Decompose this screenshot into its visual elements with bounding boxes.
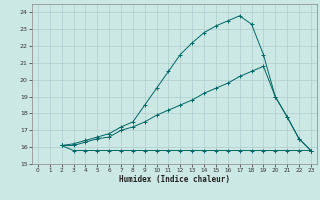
X-axis label: Humidex (Indice chaleur): Humidex (Indice chaleur) bbox=[119, 175, 230, 184]
